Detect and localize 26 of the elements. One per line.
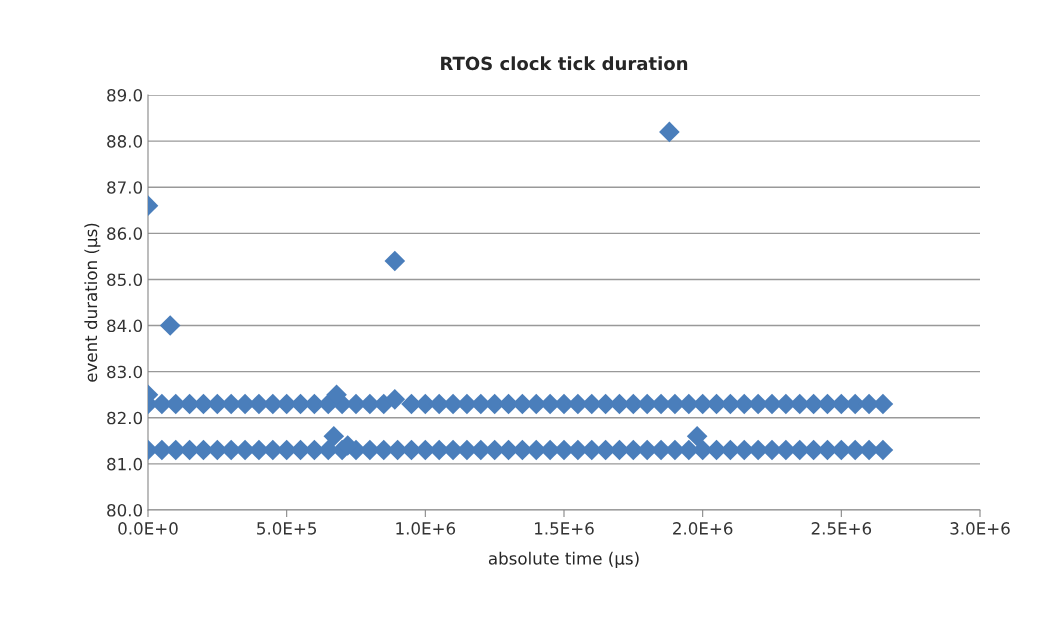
point [659, 121, 680, 143]
y-tick-label: 86.0 [107, 227, 143, 240]
y-tick-label: 85.0 [107, 273, 143, 287]
x-tick-label: 3.0E+6 [950, 522, 1010, 535]
x-tick-label: 5.0E+5 [257, 522, 317, 535]
point [323, 425, 345, 447]
x-tick-label: 1.0E+6 [396, 522, 456, 535]
y-tick-label: 84.0 [107, 319, 143, 333]
y-tick-label: 88.0 [107, 135, 143, 148]
y-tick-label: 81.0 [107, 457, 143, 471]
x-tick-label: 2.5E+6 [811, 522, 872, 535]
y-tick-label: 80.0 [107, 503, 143, 517]
point [159, 315, 181, 336]
y-tick-label: 82.0 [107, 411, 143, 425]
y-tick-label: 89.0 [107, 88, 143, 102]
x-tick-label: 1.5E+6 [535, 522, 594, 535]
y-tick-label: 83.0 [107, 365, 143, 379]
point [686, 425, 708, 447]
y-axis-title: event duration (µs) [84, 223, 101, 382]
x-axis-title: absolute time (µs) [488, 551, 639, 568]
x-tick-label: 0.0E+0 [118, 522, 178, 535]
point [384, 250, 406, 272]
point [384, 389, 406, 410]
y-tick-label: 87.0 [107, 181, 143, 194]
x-tick-label: 2.0E+6 [673, 522, 733, 535]
chart-title: RTOS clock tick duration [441, 56, 688, 71]
